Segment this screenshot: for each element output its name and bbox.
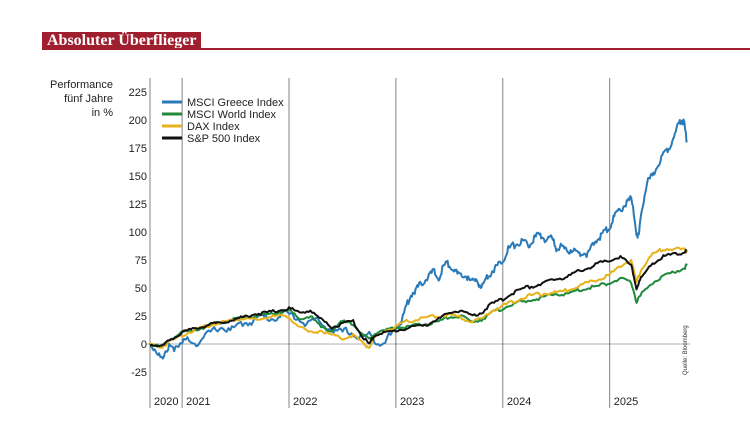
y-tick-100: 100	[129, 227, 147, 239]
y-axis-label-line-3: in %	[91, 107, 113, 119]
y-tick-25: 25	[135, 311, 147, 323]
y-axis-label: Performance fünf Jahre in %	[50, 78, 113, 120]
x-tick-2020: 2020	[154, 396, 178, 408]
x-tick-2024: 2024	[507, 396, 531, 408]
y-tick--25: -25	[131, 367, 147, 379]
grid-lines	[146, 78, 690, 408]
y-tick-175: 175	[129, 143, 147, 155]
y-tick-150: 150	[129, 171, 147, 183]
title-rule	[42, 48, 750, 50]
legend-label-4: S&P 500 Index	[187, 133, 261, 145]
y-tick-125: 125	[129, 199, 147, 211]
x-tick-2023: 2023	[400, 396, 424, 408]
series-msci-greece-index	[149, 118, 688, 360]
y-tick-225: 225	[129, 87, 147, 99]
y-axis-label-line-2: fünf Jahre	[64, 93, 113, 105]
y-tick-0: 0	[141, 339, 147, 351]
y-tick-75: 75	[135, 255, 147, 267]
legend-label-3: DAX Index	[187, 121, 240, 133]
y-tick-200: 200	[129, 115, 147, 127]
x-tick-labels: 2020 2021 2022 2023 2024 2025	[154, 396, 638, 408]
y-tick-labels: -25 0 25 50 75 100 125 150 175 200 225	[129, 87, 147, 379]
chart-title-block: Absoluter Überflieger	[42, 32, 202, 50]
series-dax-index	[149, 246, 688, 349]
series-lines	[149, 118, 688, 360]
x-tick-2025: 2025	[614, 396, 638, 408]
chart-title: Absoluter Überflieger	[42, 32, 202, 50]
series-s-p-500-index	[149, 249, 688, 348]
source-note: Quelle: Bloomberg	[683, 325, 689, 375]
legend-label-1: MSCI Greece Index	[187, 97, 284, 109]
y-tick-50: 50	[135, 283, 147, 295]
y-axis-label-line-1: Performance	[50, 79, 113, 91]
legend-label-2: MSCI World Index	[187, 109, 277, 121]
x-tick-2022: 2022	[293, 396, 317, 408]
x-tick-2021: 2021	[186, 396, 210, 408]
